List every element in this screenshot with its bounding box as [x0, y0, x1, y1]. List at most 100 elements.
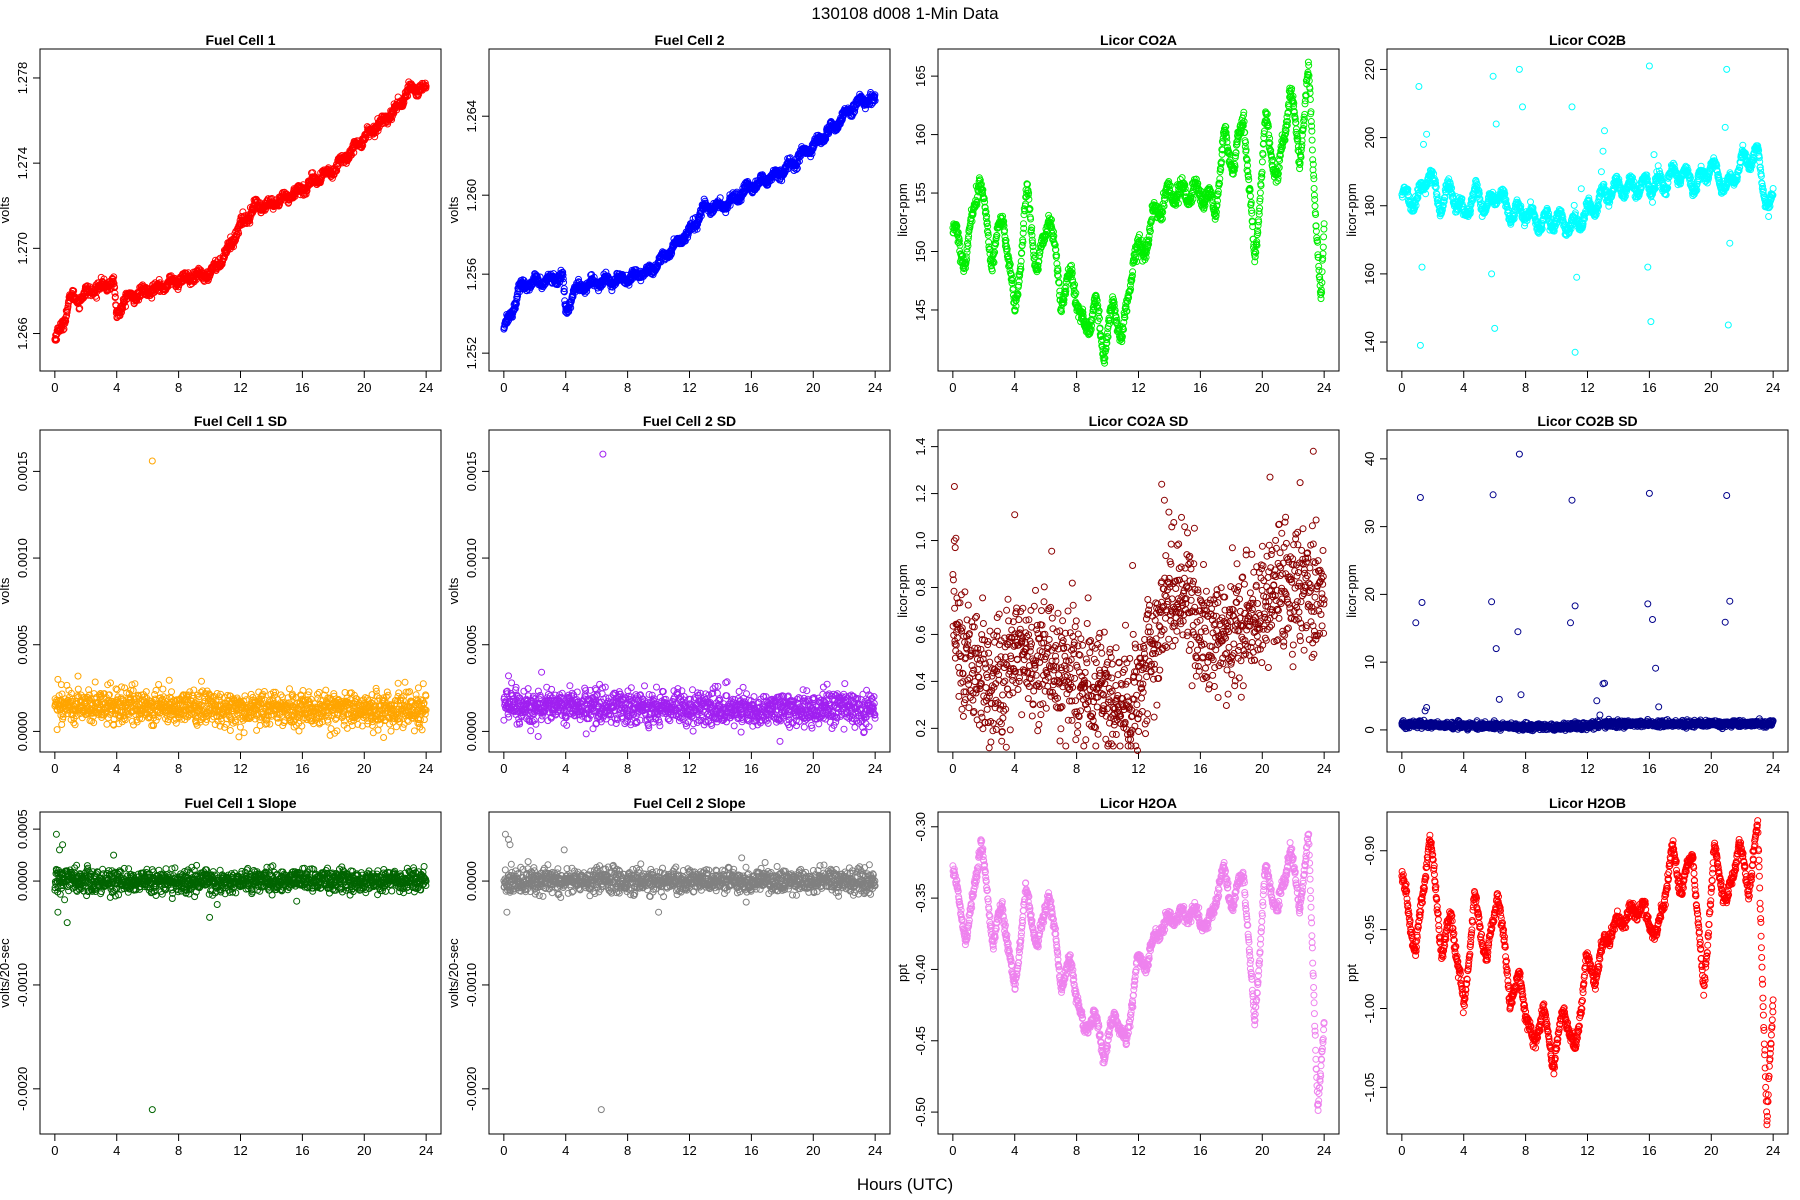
- x-tick-label: 20: [357, 380, 371, 395]
- x-tick-label: 16: [1642, 380, 1656, 395]
- data-point: [1309, 160, 1317, 168]
- x-tick-label: 20: [1255, 380, 1269, 395]
- data-point: [116, 312, 124, 320]
- x-tick-label: 24: [419, 380, 433, 395]
- x-tick-label: 4: [562, 380, 569, 395]
- x-tick-label: 8: [1522, 380, 1529, 395]
- data-point: [1311, 202, 1319, 210]
- y-axis-label: licor-ppm: [895, 183, 910, 236]
- y-tick-label: 1.278: [15, 62, 30, 95]
- x-tick-label: 12: [1131, 380, 1145, 395]
- data-point: [111, 293, 119, 301]
- data-point: [1527, 198, 1534, 206]
- data-point: [1310, 185, 1318, 192]
- y-tick-label: 1.270: [15, 232, 30, 265]
- panel-fuel-cell-1: Fuel Cell 1 0 4 8 12 16 20 24 1.266 1.270 1.274 1.2…: [0, 32, 442, 395]
- y-axis-label: volts: [0, 196, 12, 223]
- y-tick-label: 165: [913, 65, 928, 87]
- x-tick-label: 24: [868, 380, 882, 395]
- y-tick-label: 1.274: [15, 147, 30, 180]
- data-point: [328, 174, 336, 182]
- x-tick-label: 0: [500, 380, 507, 395]
- data-point: [75, 305, 83, 313]
- data-point: [302, 190, 310, 198]
- x-tick-label: 24: [1317, 380, 1331, 395]
- data-point: [309, 169, 317, 177]
- data-point: [110, 273, 118, 281]
- plot-frame: [937, 48, 1340, 372]
- data-point: [1320, 233, 1328, 241]
- x-tick-label: 12: [682, 380, 696, 395]
- data-point: [404, 92, 412, 100]
- y-tick-label: 200: [1362, 127, 1377, 149]
- data-point: [111, 289, 119, 297]
- data-point: [122, 303, 129, 310]
- panel-fuel-cell-2: Fuel Cell 2 0 4 8 12 16 20 24 1.252 1.256 1.260 1.2…: [446, 32, 891, 395]
- figure-title: 130108 d008 1-Min Data: [811, 4, 999, 23]
- panel-title: Fuel Cell 1: [205, 32, 275, 48]
- data-point: [346, 152, 354, 160]
- panel-licor-co2b: Licor CO2B 0 4 8 12 16 20 24 140 160 180 200 220 lico…: [1344, 32, 1789, 395]
- data-point: [235, 229, 243, 237]
- data-point: [1308, 136, 1316, 144]
- data-point: [1258, 158, 1266, 166]
- y-tick-label: 160: [913, 124, 928, 146]
- x-tick-label: 8: [175, 380, 182, 395]
- data-point: [155, 276, 163, 283]
- panel-title: Licor CO2B: [1549, 32, 1626, 48]
- data-point: [1311, 196, 1319, 203]
- y-tick-label: 1.264: [464, 100, 479, 133]
- data-point: [333, 167, 341, 175]
- x-tick-label: 20: [806, 380, 820, 395]
- points: [949, 58, 1328, 367]
- x-tick-label: 24: [1766, 380, 1780, 395]
- data-point: [1317, 295, 1325, 303]
- panel-title: Licor CO2A: [1100, 32, 1177, 48]
- y-tick-label: 150: [913, 241, 928, 263]
- x-tick-label: 12: [1580, 380, 1594, 395]
- x-tick-label: 8: [1073, 380, 1080, 395]
- y-axis-label: volts: [446, 196, 461, 223]
- plot-frame: [488, 48, 891, 372]
- data-point: [388, 116, 396, 124]
- x-tick-label: 4: [1460, 380, 1467, 395]
- x-tick-label: 12: [233, 380, 247, 395]
- x-tick-label: 20: [1704, 380, 1718, 395]
- data-point: [1570, 201, 1578, 209]
- y-tick-label: 180: [1362, 195, 1377, 217]
- y-tick-label: 145: [913, 299, 928, 321]
- x-tick-label: 16: [744, 380, 758, 395]
- points: [51, 78, 430, 344]
- x-tick-label: 4: [1011, 380, 1018, 395]
- x-tick-label: 16: [295, 380, 309, 395]
- y-tick-label: 155: [913, 182, 928, 204]
- panel-grid: Fuel Cell 1 0 4 8 12 16 20 24 1.266 1.270 1.274 1.2…: [0, 32, 1789, 1158]
- data-point: [1308, 146, 1316, 154]
- y-tick-label: 1.266: [15, 317, 30, 350]
- y-tick-label: 1.252: [464, 337, 479, 370]
- data-point: [374, 127, 382, 135]
- data-point: [53, 336, 61, 344]
- data-point: [1256, 189, 1264, 197]
- x-tick-label: 0: [51, 380, 58, 395]
- y-tick-label: 160: [1362, 263, 1377, 285]
- data-point: [1310, 175, 1318, 183]
- x-tick-label: 0: [1398, 380, 1405, 395]
- panel-licor-co2a: Licor CO2A 0 4 8 12 16 20 24 145 150 155 160 165 lico…: [895, 32, 1340, 395]
- x-tick-label: 16: [1193, 380, 1207, 395]
- data-point: [110, 280, 118, 288]
- points: [500, 89, 879, 333]
- y-tick-label: 220: [1362, 59, 1377, 81]
- data-point: [93, 294, 101, 302]
- y-tick-label: 140: [1362, 331, 1377, 353]
- x-tick-label: 8: [624, 380, 631, 395]
- x-tick-label: 4: [113, 380, 120, 395]
- y-axis-label: licor-ppm: [1344, 183, 1359, 236]
- x-tick-label: 0: [949, 380, 956, 395]
- y-tick-label: 1.256: [464, 258, 479, 291]
- points: [1398, 62, 1777, 356]
- data-point: [239, 208, 247, 216]
- y-tick-label: 1.260: [464, 179, 479, 212]
- panel-title: Fuel Cell 2: [654, 32, 724, 48]
